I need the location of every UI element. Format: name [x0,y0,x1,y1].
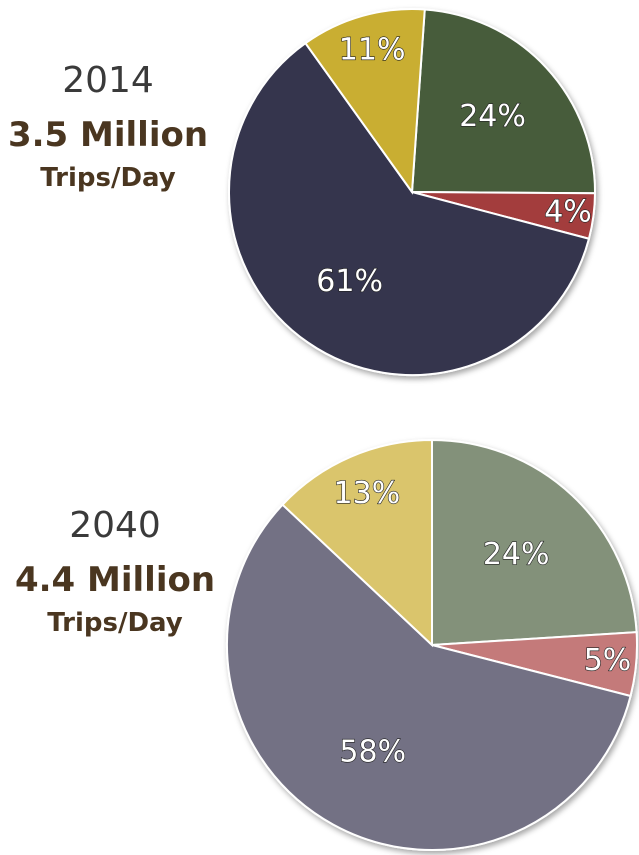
data-label: 4% [544,194,592,229]
pie [226,438,638,851]
pie [228,8,597,376]
data-label: 61% [316,264,383,299]
year-label: 2040 [69,505,161,546]
pie-slice [431,438,638,647]
pie-slice [304,8,426,195]
pie-slice [226,503,632,851]
caption: Trips/Day [40,163,176,193]
data-label: 24% [483,537,550,572]
pie-slice [228,41,591,376]
data-label: 11% [339,33,406,68]
pie-slice [410,8,596,195]
subtitle: 3.5 Million [8,115,208,155]
pie-slice [281,438,433,648]
data-label: 58% [339,734,406,769]
caption: Trips/Day [47,608,183,638]
data-label: 24% [459,99,526,134]
year-label: 2014 [62,60,154,101]
subtitle: 4.4 Million [15,560,215,600]
data-label: 13% [334,476,401,511]
data-label: 5% [584,643,632,678]
